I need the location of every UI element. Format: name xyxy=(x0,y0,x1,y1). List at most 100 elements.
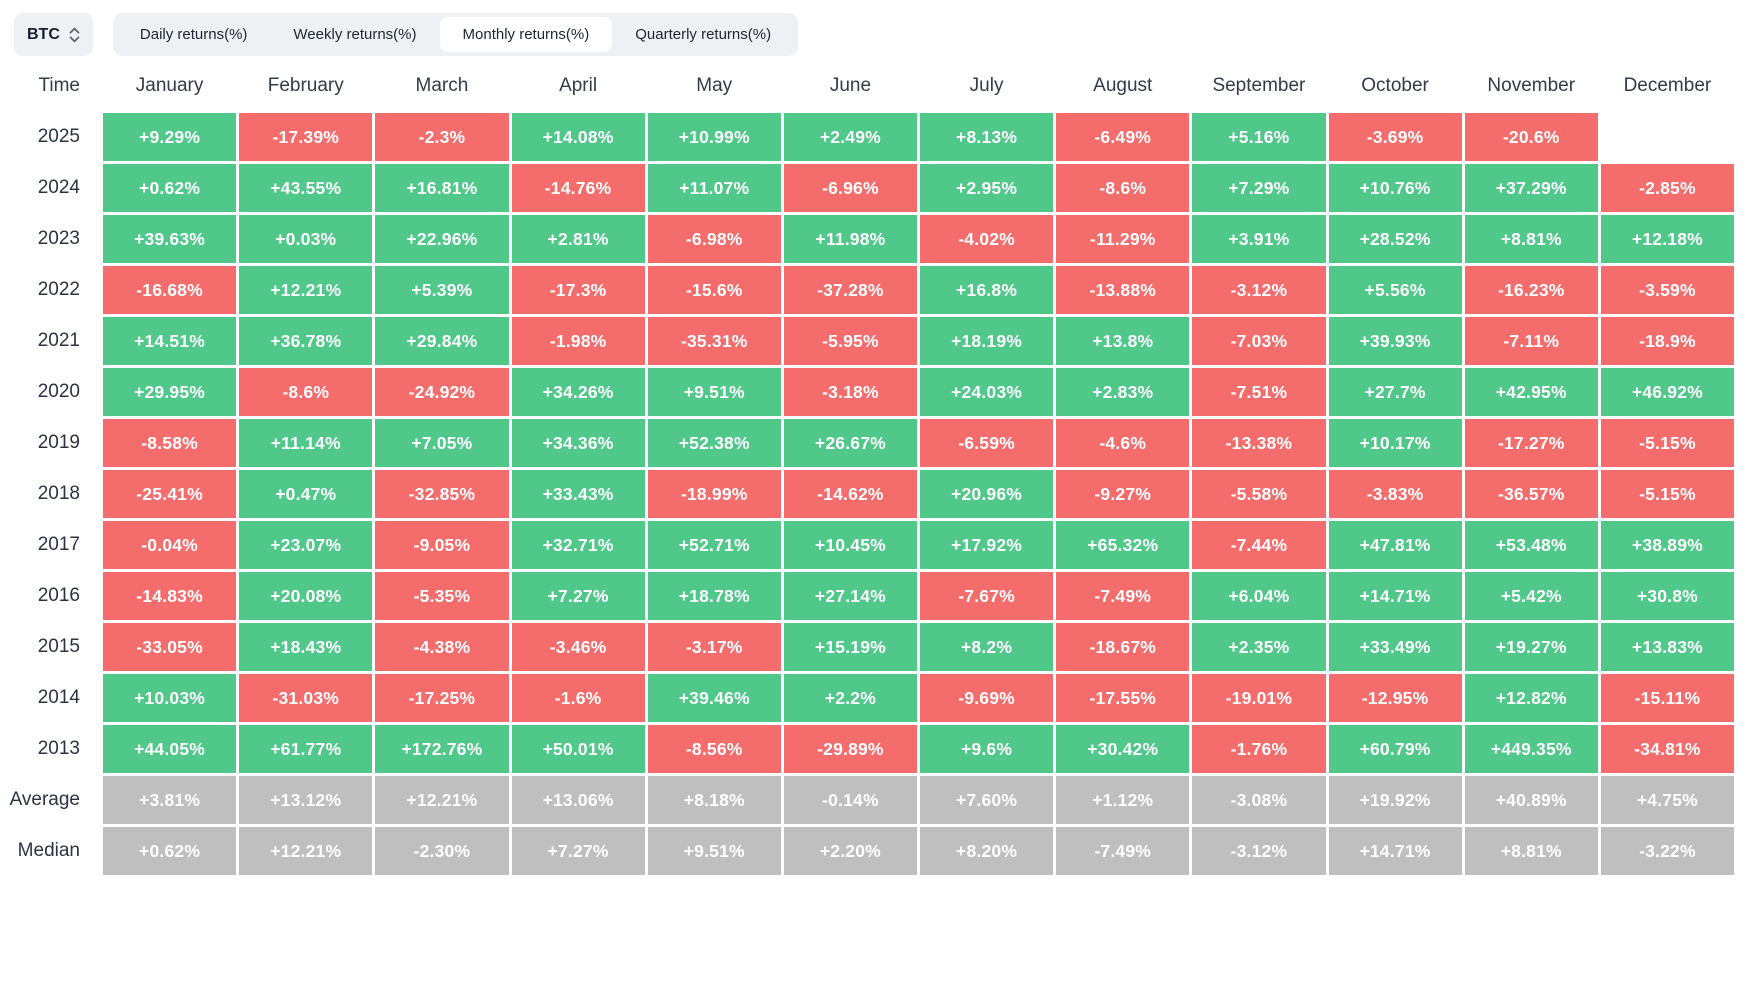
return-cell: -15.11% xyxy=(1600,674,1734,722)
return-cell: +7.60% xyxy=(920,776,1054,824)
return-cell: +32.71% xyxy=(511,521,645,569)
tab-daily-returns[interactable]: Daily returns(%) xyxy=(139,26,248,43)
return-cell: -3.83% xyxy=(1328,470,1462,518)
return-cell: -31.03% xyxy=(239,674,373,722)
return-cell: -18.99% xyxy=(647,470,781,518)
row-label-2023: 2023 xyxy=(37,228,80,249)
return-cell: -7.11% xyxy=(1464,317,1598,365)
return-cell: -7.49% xyxy=(1056,572,1190,620)
return-cell: +36.78% xyxy=(239,317,373,365)
return-cell: +18.19% xyxy=(920,317,1054,365)
return-cell: +2.83% xyxy=(1056,368,1190,416)
return-cell: -5.15% xyxy=(1600,419,1734,467)
tab-quarterly-returns[interactable]: Quarterly returns(%) xyxy=(635,26,772,43)
symbol-selector[interactable]: BTC xyxy=(14,13,93,56)
return-cell: +60.79% xyxy=(1328,725,1462,773)
row-label-2020: 2020 xyxy=(37,381,80,402)
return-cell: -8.6% xyxy=(239,368,373,416)
return-cell: -18.9% xyxy=(1600,317,1734,365)
return-cell: +0.62% xyxy=(103,827,237,875)
return-cell: +29.95% xyxy=(103,368,237,416)
return-cell: -14.62% xyxy=(783,470,917,518)
return-cell: +14.71% xyxy=(1328,827,1462,875)
return-cell: -15.6% xyxy=(647,266,781,314)
return-cell: +30.8% xyxy=(1600,572,1734,620)
month-column-header: April xyxy=(559,75,598,96)
topbar: BTC Daily returns(%) Weekly returns(%) Mon… xyxy=(0,0,1754,56)
return-cell: +37.29% xyxy=(1464,164,1598,212)
return-cell: +10.03% xyxy=(103,674,237,722)
return-cell: +38.89% xyxy=(1600,521,1734,569)
return-cell: +53.48% xyxy=(1464,521,1598,569)
return-cell: +34.36% xyxy=(511,419,645,467)
return-cell: +8.81% xyxy=(1464,215,1598,263)
return-cell: +12.21% xyxy=(239,266,373,314)
returns-table: Time January February March April May June July… xyxy=(0,62,1734,875)
return-cell: -9.27% xyxy=(1056,470,1190,518)
return-cell: +10.17% xyxy=(1328,419,1462,467)
time-column-header: Time xyxy=(38,75,80,96)
return-cell: +0.62% xyxy=(103,164,237,212)
return-cell: +22.96% xyxy=(375,215,509,263)
return-cell: +172.76% xyxy=(375,725,509,773)
return-cell: +52.71% xyxy=(647,521,781,569)
return-cell: -20.6% xyxy=(1464,113,1598,161)
return-cell: +3.91% xyxy=(1192,215,1326,263)
return-cell: -24.92% xyxy=(375,368,509,416)
return-cell: +1.12% xyxy=(1056,776,1190,824)
return-cell: +2.49% xyxy=(783,113,917,161)
return-cell: +17.92% xyxy=(920,521,1054,569)
return-cell: +34.26% xyxy=(511,368,645,416)
return-cell: -9.69% xyxy=(920,674,1054,722)
return-cell: -17.27% xyxy=(1464,419,1598,467)
row-label-2016: 2016 xyxy=(37,585,80,606)
return-cell: +7.27% xyxy=(511,572,645,620)
return-cell: -3.69% xyxy=(1328,113,1462,161)
return-cell: +13.8% xyxy=(1056,317,1190,365)
row-label-average: Average xyxy=(9,789,80,810)
return-cell: +11.07% xyxy=(647,164,781,212)
return-cell: -7.67% xyxy=(920,572,1054,620)
return-cell: +27.7% xyxy=(1328,368,1462,416)
interval-tabs: Daily returns(%) Weekly returns(%) Monthly… xyxy=(112,13,799,56)
return-cell: -6.96% xyxy=(783,164,917,212)
return-cell: -16.68% xyxy=(103,266,237,314)
return-cell: +9.51% xyxy=(647,368,781,416)
month-column-header: September xyxy=(1212,75,1306,96)
return-cell: -34.81% xyxy=(1600,725,1734,773)
tab-weekly-returns[interactable]: Weekly returns(%) xyxy=(293,26,417,43)
return-cell: +20.96% xyxy=(920,470,1054,518)
return-cell: -17.25% xyxy=(375,674,509,722)
return-cell: +3.81% xyxy=(103,776,237,824)
return-cell: +20.08% xyxy=(239,572,373,620)
return-cell: -16.23% xyxy=(1464,266,1598,314)
return-cell: +44.05% xyxy=(103,725,237,773)
return-cell: +12.82% xyxy=(1464,674,1598,722)
return-cell: -8.58% xyxy=(103,419,237,467)
return-cell: -4.38% xyxy=(375,623,509,671)
return-cell: +14.71% xyxy=(1328,572,1462,620)
return-cell: +12.21% xyxy=(375,776,509,824)
return-cell: -2.85% xyxy=(1600,164,1734,212)
return-cell xyxy=(1601,113,1734,161)
tab-monthly-returns[interactable]: Monthly returns(%) xyxy=(439,17,613,52)
return-cell: +11.14% xyxy=(239,419,373,467)
return-cell: +13.83% xyxy=(1600,623,1734,671)
return-cell: +33.43% xyxy=(511,470,645,518)
return-cell: -17.55% xyxy=(1056,674,1190,722)
updown-chevron-icon xyxy=(69,26,80,44)
month-column-header: February xyxy=(267,75,344,96)
month-column-header: March xyxy=(415,75,469,96)
row-label-2021: 2021 xyxy=(37,330,80,351)
return-cell: +14.51% xyxy=(103,317,237,365)
return-cell: +4.75% xyxy=(1600,776,1734,824)
return-cell: +12.18% xyxy=(1600,215,1734,263)
return-cell: -3.22% xyxy=(1600,827,1734,875)
return-cell: -8.56% xyxy=(647,725,781,773)
return-cell: +13.06% xyxy=(511,776,645,824)
return-cell: -3.12% xyxy=(1192,266,1326,314)
return-cell: -4.6% xyxy=(1056,419,1190,467)
row-label-2018: 2018 xyxy=(37,483,80,504)
return-cell: +2.35% xyxy=(1192,623,1326,671)
return-cell: +29.84% xyxy=(375,317,509,365)
